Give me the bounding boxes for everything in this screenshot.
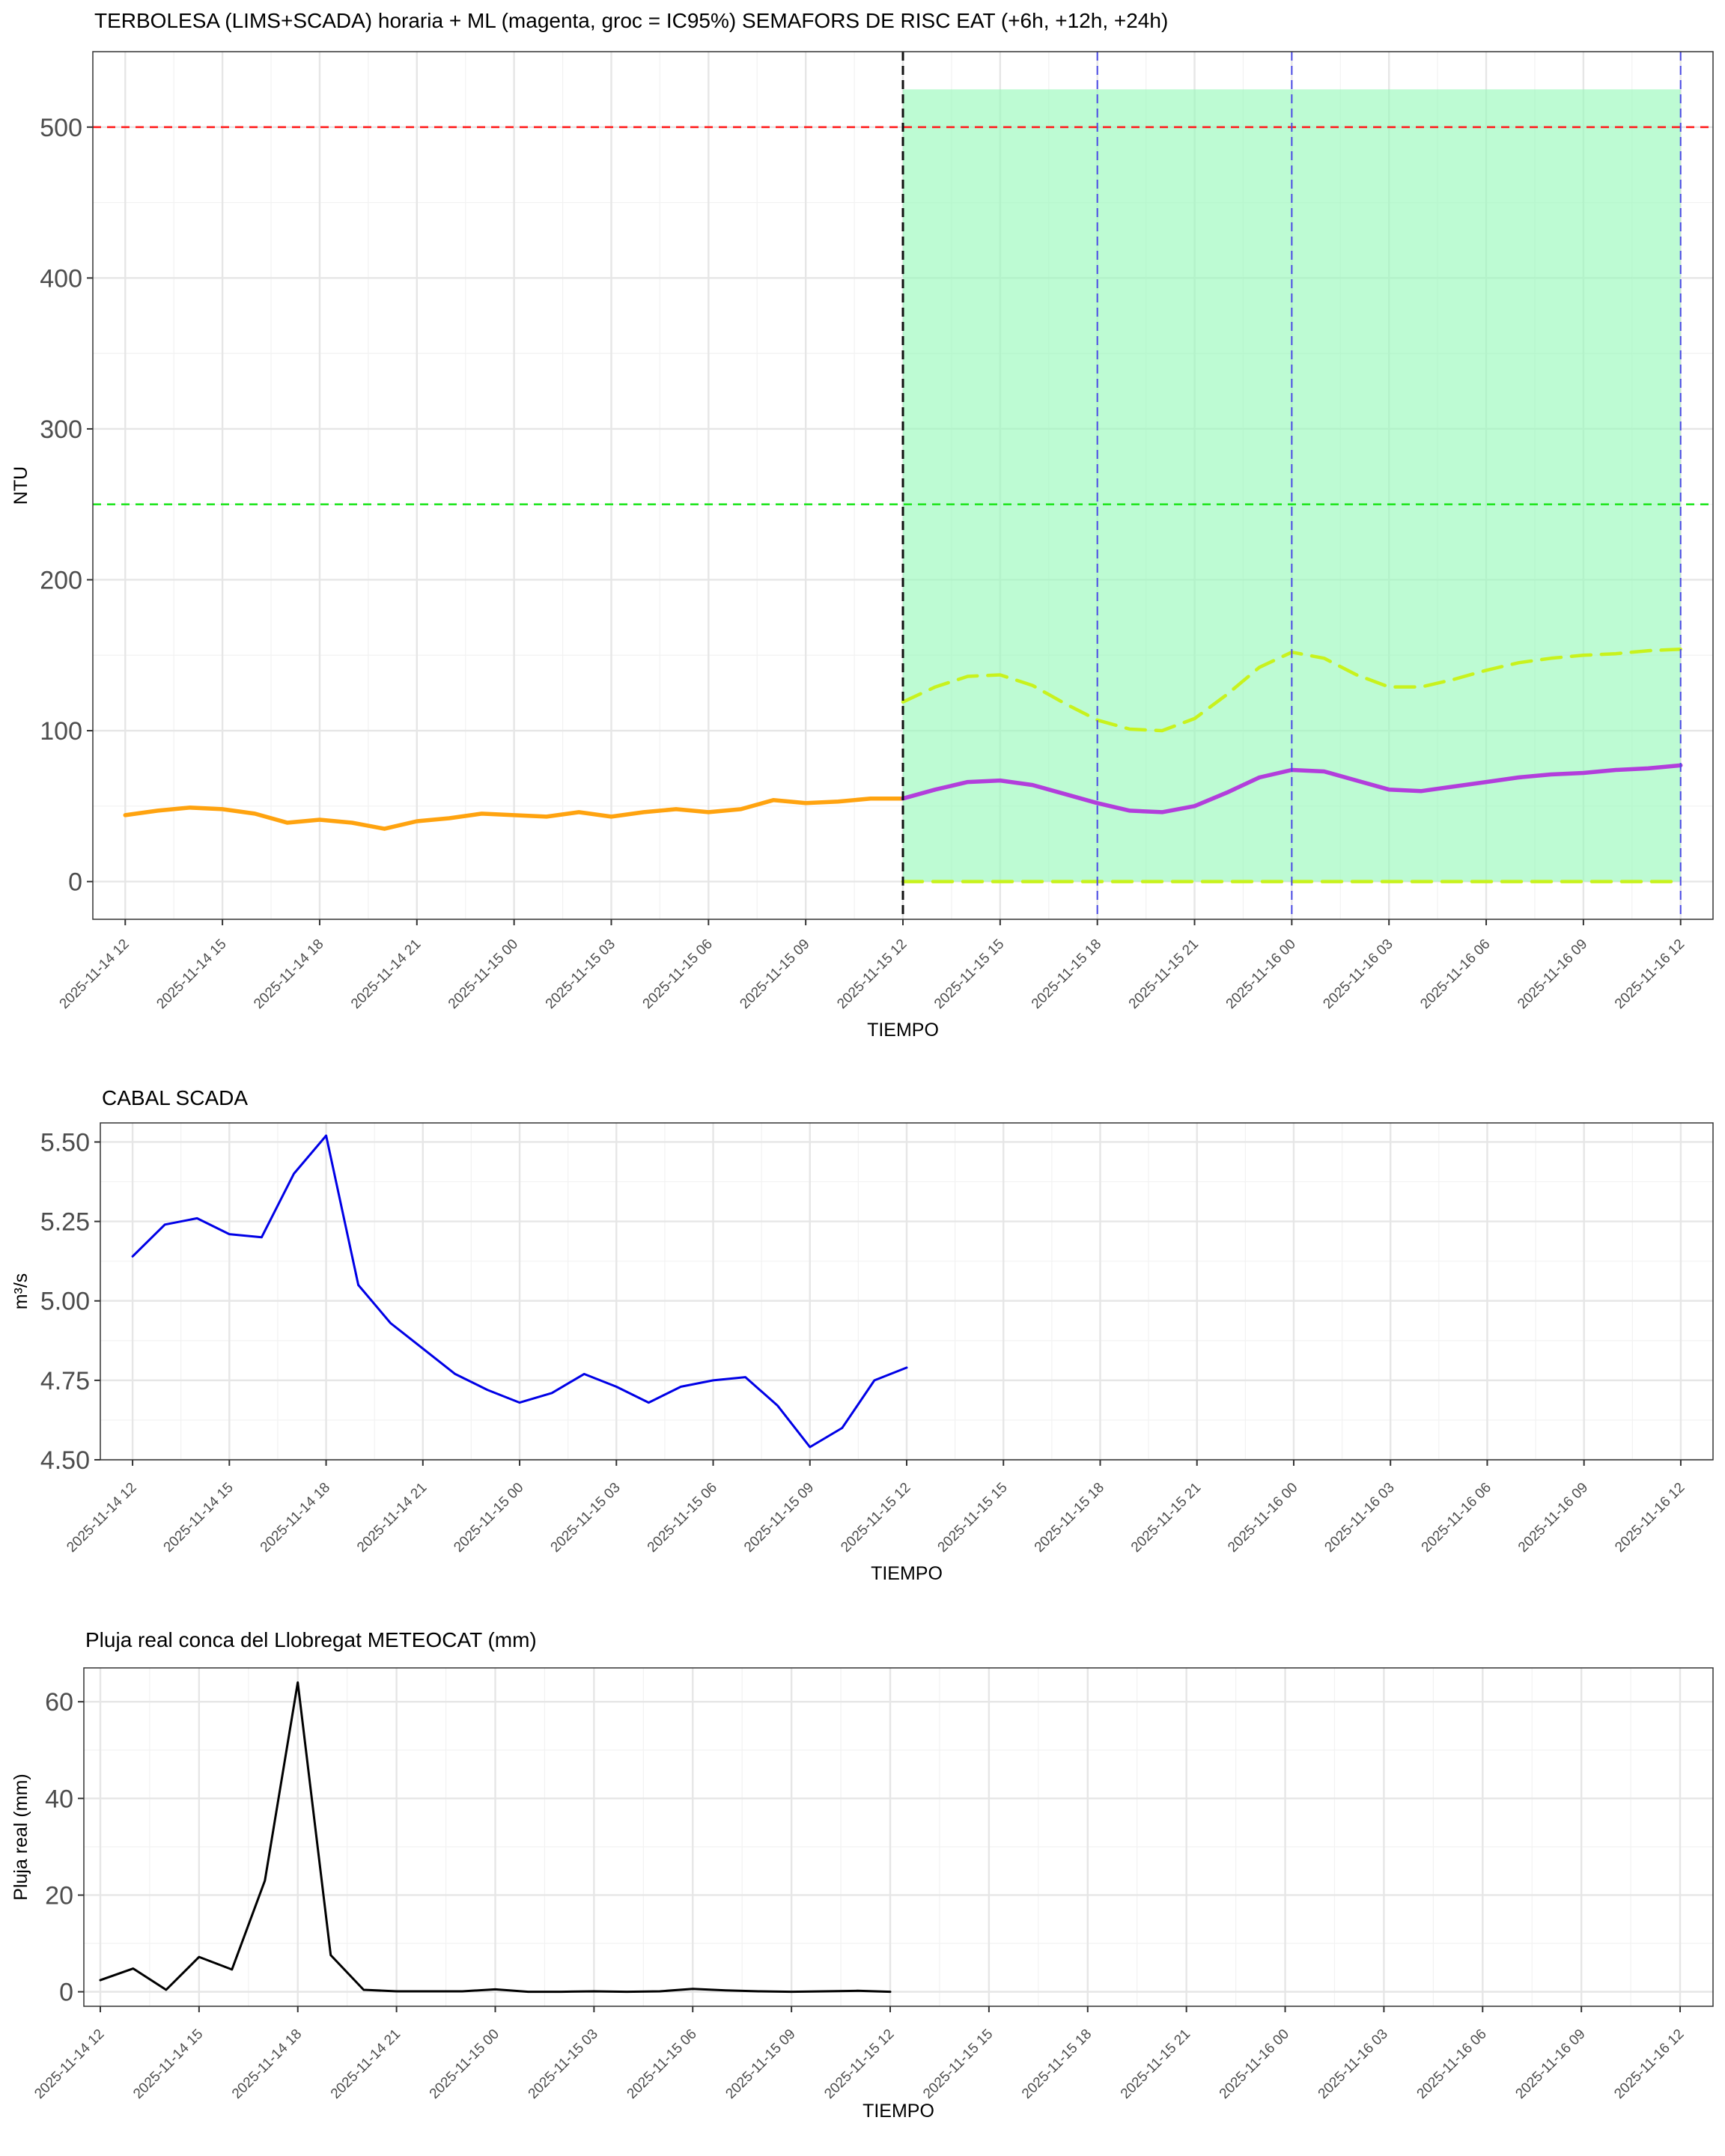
series-group <box>131 1134 908 1449</box>
x-tick-label: 2025-11-15 06 <box>640 937 716 1012</box>
y-tick-label: 400 <box>40 264 82 293</box>
x-tick-label: 2025-11-15 15 <box>931 937 1007 1012</box>
gridlines <box>100 1123 1713 1461</box>
x-tick-label: 2025-11-16 09 <box>1515 937 1590 1012</box>
y-tick-label: 200 <box>40 566 82 594</box>
x-tick-label: 2025-11-15 00 <box>451 1480 526 1556</box>
x-tick-label: 2025-11-16 12 <box>1612 937 1688 1012</box>
x-tick-label: 2025-11-14 15 <box>153 937 229 1012</box>
x-tick-label: 2025-11-14 18 <box>229 2026 305 2102</box>
x-tick-label: 2025-11-15 21 <box>1118 2026 1193 2102</box>
x-tick-label: 2025-11-15 09 <box>737 937 812 1012</box>
x-tick-label: 2025-11-14 12 <box>31 2026 107 2102</box>
y-tick-label: 4.75 <box>40 1367 90 1395</box>
y-tick-label: 100 <box>40 717 82 746</box>
flow-line <box>131 1134 908 1449</box>
plot-area <box>84 1668 1713 2006</box>
x-tick-label: 2025-11-16 03 <box>1320 937 1396 1012</box>
chart-panel-rain: Pluja real conca del Llobregat METEOCAT … <box>10 1628 1714 2122</box>
y-tick-label: 5.50 <box>40 1128 90 1157</box>
chart-panel-flow: CABAL SCADA 4.50 4.75 5.00 5.25 5.50 2025-11-1… <box>10 1086 1714 1584</box>
panel-border <box>83 1667 1714 2007</box>
reference-lines <box>93 52 1713 919</box>
chart-panel-turbidity: TERBOLESA (LIMS+SCADA) horaria + ML (mag… <box>10 9 1714 1041</box>
y-axis-title: Pluja real (mm) <box>10 1773 31 1900</box>
y-axis-title: NTU <box>10 466 31 505</box>
y-tick-label: 40 <box>45 1785 73 1813</box>
x-tick-label: 2025-11-15 09 <box>722 2026 798 2102</box>
y-tick-label: 0 <box>68 868 82 897</box>
x-tick-label: 2025-11-14 15 <box>130 2026 206 2102</box>
y-tick-label: 4.50 <box>40 1446 90 1475</box>
x-tick-label: 2025-11-15 03 <box>548 1480 624 1556</box>
x-tick-label: 2025-11-16 06 <box>1414 2026 1490 2102</box>
x-tick-label: 2025-11-15 06 <box>624 2026 700 2102</box>
x-tick-label: 2025-11-16 03 <box>1315 2026 1391 2102</box>
x-tick-label: 2025-11-16 00 <box>1223 937 1299 1012</box>
y-axis: 4.50 4.75 5.00 5.25 5.50 <box>40 1128 100 1475</box>
y-axis: 0 20 40 60 <box>45 1688 84 2007</box>
y-tick-label: 20 <box>45 1881 73 1910</box>
y-axis: 0 100 200 300 400 500 <box>40 114 93 897</box>
x-axis-title: TIEMPO <box>871 1563 943 1584</box>
x-tick-label: 2025-11-16 00 <box>1225 1480 1300 1556</box>
x-axis: 2025-11-14 12 2025-11-14 15 2025-11-14 18 2… <box>64 1460 1688 1556</box>
x-tick-label: 2025-11-15 21 <box>1128 1480 1204 1556</box>
x-tick-label: 2025-11-15 18 <box>1019 2026 1095 2102</box>
observed-turbidity-line <box>123 796 905 831</box>
x-tick-label: 2025-11-14 15 <box>161 1480 237 1556</box>
x-tick-label: 2025-11-16 00 <box>1217 2026 1292 2102</box>
chart-title: TERBOLESA (LIMS+SCADA) horaria + ML (mag… <box>94 9 1168 32</box>
x-tick-label: 2025-11-14 21 <box>354 1480 430 1556</box>
x-tick-label: 2025-11-15 06 <box>645 1480 720 1556</box>
x-tick-label: 2025-11-14 12 <box>57 937 133 1012</box>
x-tick-label: 2025-11-16 06 <box>1417 937 1493 1012</box>
x-tick-label: 2025-11-15 03 <box>526 2026 601 2102</box>
y-tick-label: 0 <box>59 1979 73 2007</box>
y-tick-label: 60 <box>45 1688 73 1717</box>
x-tick-label: 2025-11-14 18 <box>258 1480 333 1556</box>
x-tick-label: 2025-11-15 18 <box>1032 1480 1107 1556</box>
x-axis-title: TIEMPO <box>867 1020 939 1041</box>
y-axis-title: m³/s <box>10 1273 31 1310</box>
x-tick-label: 2025-11-15 15 <box>935 1480 1011 1556</box>
x-axis-title: TIEMPO <box>862 2101 934 2122</box>
gridlines <box>84 1668 1713 2006</box>
x-tick-label: 2025-11-16 09 <box>1515 1480 1591 1556</box>
x-axis: 2025-11-14 12 2025-11-14 15 2025-11-14 18 2… <box>57 919 1688 1012</box>
x-tick-label: 2025-11-15 12 <box>834 937 910 1012</box>
x-tick-label: 2025-11-14 21 <box>348 937 424 1012</box>
x-tick-label: 2025-11-16 09 <box>1512 2026 1588 2102</box>
x-tick-label: 2025-11-16 12 <box>1611 2026 1687 2102</box>
y-tick-label: 500 <box>40 114 82 142</box>
chart-title: CABAL SCADA <box>102 1086 248 1109</box>
x-tick-label: 2025-11-15 15 <box>920 2026 996 2102</box>
chart-title: Pluja real conca del Llobregat METEOCAT … <box>85 1628 537 1651</box>
x-tick-label: 2025-11-16 12 <box>1612 1480 1688 1556</box>
x-axis: 2025-11-14 12 2025-11-14 15 2025-11-14 18 2… <box>31 2006 1688 2102</box>
x-tick-label: 2025-11-15 09 <box>741 1480 817 1556</box>
x-tick-label: 2025-11-15 12 <box>838 1480 913 1556</box>
y-tick-label: 5.00 <box>40 1288 90 1316</box>
x-tick-label: 2025-11-14 12 <box>64 1480 139 1556</box>
x-tick-label: 2025-11-14 21 <box>328 2026 404 2102</box>
x-tick-label: 2025-11-16 06 <box>1419 1480 1494 1556</box>
x-tick-label: 2025-11-15 12 <box>821 2026 897 2102</box>
x-tick-label: 2025-11-15 00 <box>445 937 521 1012</box>
rain-line <box>99 1681 892 1994</box>
x-tick-label: 2025-11-16 03 <box>1321 1480 1397 1556</box>
x-tick-label: 2025-11-15 03 <box>543 937 618 1012</box>
x-tick-label: 2025-11-14 18 <box>251 937 326 1012</box>
x-tick-label: 2025-11-15 21 <box>1126 937 1202 1012</box>
y-tick-label: 300 <box>40 415 82 444</box>
y-tick-label: 5.25 <box>40 1208 90 1237</box>
series-group <box>99 1681 892 1994</box>
x-tick-label: 2025-11-15 00 <box>427 2026 502 2102</box>
x-tick-label: 2025-11-15 18 <box>1029 937 1104 1012</box>
